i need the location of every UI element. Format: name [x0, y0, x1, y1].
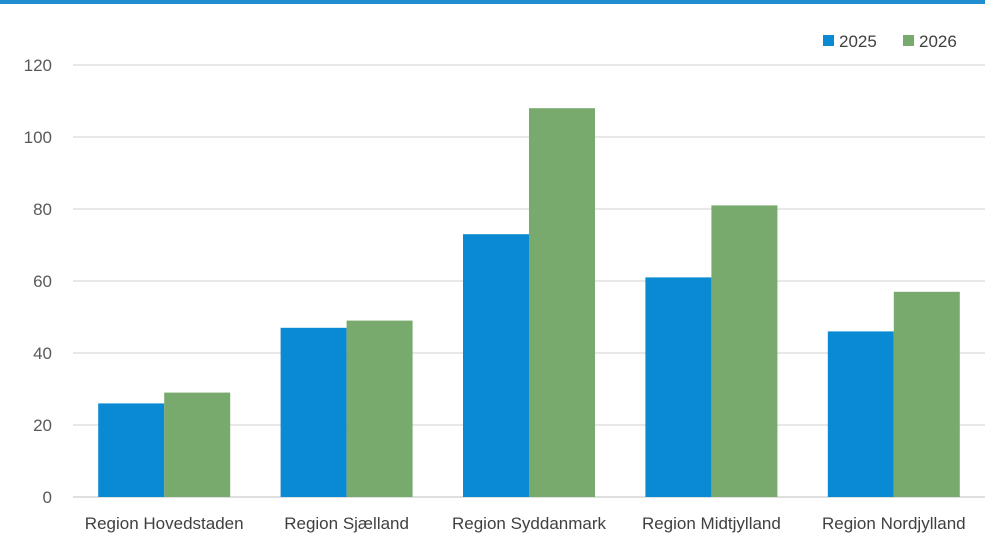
legend-swatch-2026	[903, 35, 914, 46]
x-category-label-2: Region Sjælland	[284, 514, 409, 533]
bar-2026-1	[164, 392, 231, 497]
y-tick-label-20: 20	[33, 416, 52, 435]
legend: 2025 2026	[823, 32, 957, 51]
bar-2026-5	[893, 291, 960, 497]
bar-2025-2	[280, 327, 347, 497]
bar-2025-3	[463, 234, 529, 497]
y-axis-tick-labels: 0 20 40 60 80 100 120	[24, 56, 52, 507]
bar-2025-5	[827, 331, 894, 497]
x-category-label-1: Region Hovedstaden	[85, 514, 244, 533]
bar-2025-1	[98, 403, 165, 497]
y-tick-label-120: 120	[24, 56, 52, 75]
top-accent-rule	[0, 0, 985, 4]
y-tick-label-40: 40	[33, 344, 52, 363]
y-tick-label-100: 100	[24, 128, 52, 147]
x-category-label-5: Region Nordjylland	[822, 514, 966, 533]
bar-2026-3	[529, 108, 595, 497]
y-tick-label-0: 0	[43, 488, 52, 507]
legend-label-2026: 2026	[919, 32, 957, 51]
legend-swatch-2025	[823, 35, 834, 46]
y-tick-label-60: 60	[33, 272, 52, 291]
legend-label-2025: 2025	[839, 32, 877, 51]
bar-2026-2	[346, 320, 413, 497]
bar-2026-4	[711, 205, 778, 497]
bars	[98, 108, 960, 497]
y-tick-label-80: 80	[33, 200, 52, 219]
x-category-label-3: Region Syddanmark	[452, 514, 607, 533]
x-category-label-4: Region Midtjylland	[642, 514, 781, 533]
bar-2025-4	[645, 277, 712, 497]
x-axis-category-labels: Region Hovedstaden Region Sjælland Region …	[85, 514, 966, 533]
